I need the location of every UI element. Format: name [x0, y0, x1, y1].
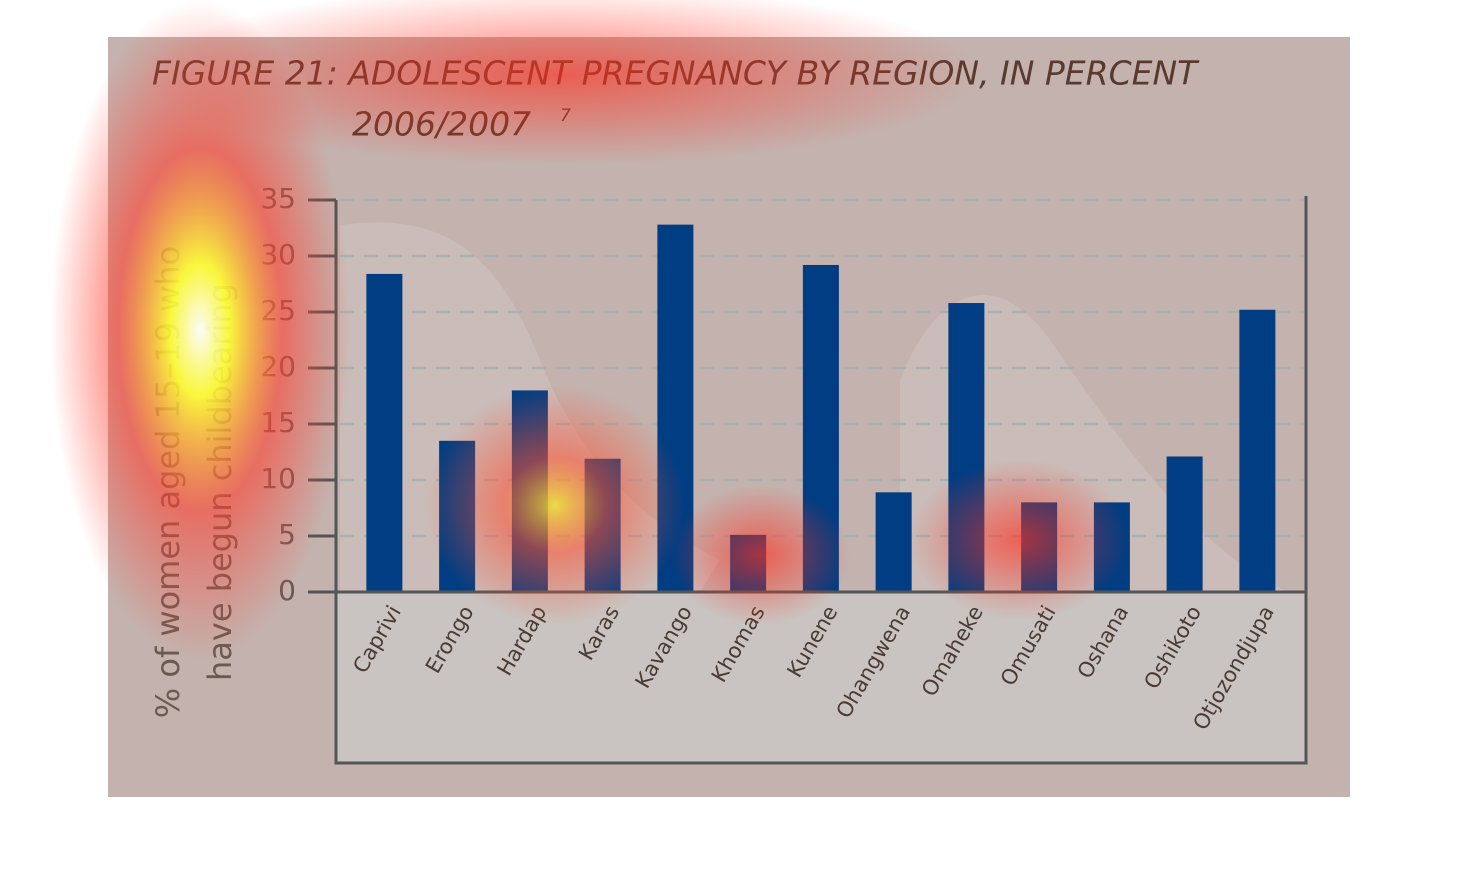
y-tick-label: 5: [278, 518, 296, 551]
bar: [948, 303, 985, 592]
chart-title: FIGURE 21: ADOLESCENT PREGNANCY BY REGIO…: [152, 54, 1200, 93]
y-tick-label: 25: [260, 294, 296, 327]
y-axis-label: % of women aged 15–19 who: [149, 246, 187, 718]
footnote: 7: [560, 106, 571, 126]
y-tick-label: 10: [260, 462, 296, 495]
bar: [511, 390, 548, 592]
bar: [1239, 309, 1276, 592]
y-tick-label: 0: [278, 574, 296, 607]
bar: [802, 264, 839, 592]
y-tick-label: 35: [260, 182, 296, 215]
y-tick-label: 20: [260, 350, 296, 383]
y-axis-label: have begun childbearing: [201, 283, 239, 681]
bar: [366, 273, 403, 592]
bar: [584, 458, 621, 592]
bar: [1021, 502, 1058, 592]
bar: [657, 224, 694, 592]
y-tick-label: 15: [260, 406, 296, 439]
bar: [730, 534, 767, 592]
bar: [875, 492, 912, 592]
chart-subtitle: 2006/2007: [352, 105, 531, 144]
bar: [439, 440, 476, 592]
y-tick-label: 30: [260, 238, 296, 271]
bar: [1166, 456, 1203, 592]
bar: [1093, 502, 1130, 592]
